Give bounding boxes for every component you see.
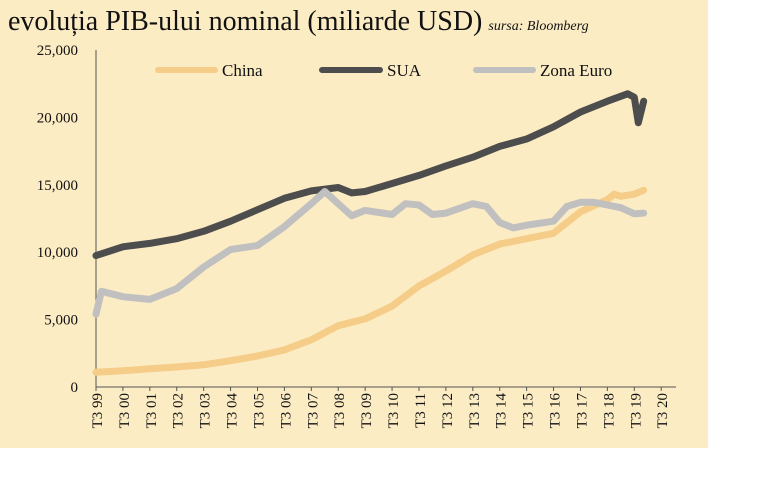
series-line-china bbox=[92, 186, 648, 376]
chart-legend: China SUA Zona Euro bbox=[155, 61, 612, 80]
y-tick-label: 0 bbox=[71, 380, 79, 396]
x-tick-label: T3 03 bbox=[198, 393, 214, 428]
x-tick-label: T3 08 bbox=[332, 393, 348, 428]
x-tick-label: T3 14 bbox=[494, 393, 510, 429]
series-line-zona-euro bbox=[92, 188, 648, 318]
x-tick-label: T3 06 bbox=[278, 393, 294, 429]
x-tick-label: T3 99 bbox=[90, 393, 106, 428]
x-tick-label: T3 09 bbox=[359, 393, 375, 428]
series-line-sua bbox=[92, 90, 648, 260]
y-tick-label: 5,000 bbox=[44, 313, 78, 329]
y-tick-label: 25,000 bbox=[37, 43, 78, 59]
x-tick-label: T3 04 bbox=[225, 393, 241, 429]
x-tick-label: T3 16 bbox=[548, 393, 564, 429]
x-tick-label: T3 18 bbox=[601, 393, 617, 428]
x-tick-label: T3 20 bbox=[655, 393, 671, 428]
chart-series bbox=[92, 90, 648, 376]
x-tick-label: T3 15 bbox=[521, 393, 537, 428]
chart-source: sursa: Bloomberg bbox=[488, 19, 589, 34]
legend-label-sua: SUA bbox=[387, 61, 422, 80]
x-tick-label: T3 07 bbox=[305, 393, 321, 429]
x-tick-label: T3 11 bbox=[413, 393, 429, 428]
x-tick-label: T3 12 bbox=[440, 393, 456, 428]
y-tick-label: 10,000 bbox=[37, 245, 78, 261]
x-tick-label: T3 13 bbox=[467, 393, 483, 428]
x-tick-label: T3 19 bbox=[628, 393, 644, 428]
x-tick-label: T3 00 bbox=[117, 393, 133, 428]
x-tick-label: T3 05 bbox=[251, 393, 267, 428]
x-tick-label: T3 01 bbox=[144, 393, 160, 428]
x-tick-label: T3 17 bbox=[574, 393, 590, 429]
chart-axes: 0 5,000 10,000 15,000 20,000 25,000 T3 99 T3 00… bbox=[37, 43, 676, 428]
x-tick-label: T3 02 bbox=[171, 393, 187, 428]
legend-label-zona-euro: Zona Euro bbox=[540, 61, 612, 80]
chart-title: evoluția PIB-ului nominal (miliarde USD) bbox=[8, 6, 483, 37]
y-tick-label: 15,000 bbox=[37, 178, 78, 194]
y-tick-label: 20,000 bbox=[37, 110, 78, 126]
chart-title-block: evoluția PIB-ului nominal (miliarde USD)… bbox=[8, 6, 589, 38]
legend-label-china: China bbox=[222, 61, 263, 80]
x-tick-label: T3 10 bbox=[386, 393, 402, 428]
